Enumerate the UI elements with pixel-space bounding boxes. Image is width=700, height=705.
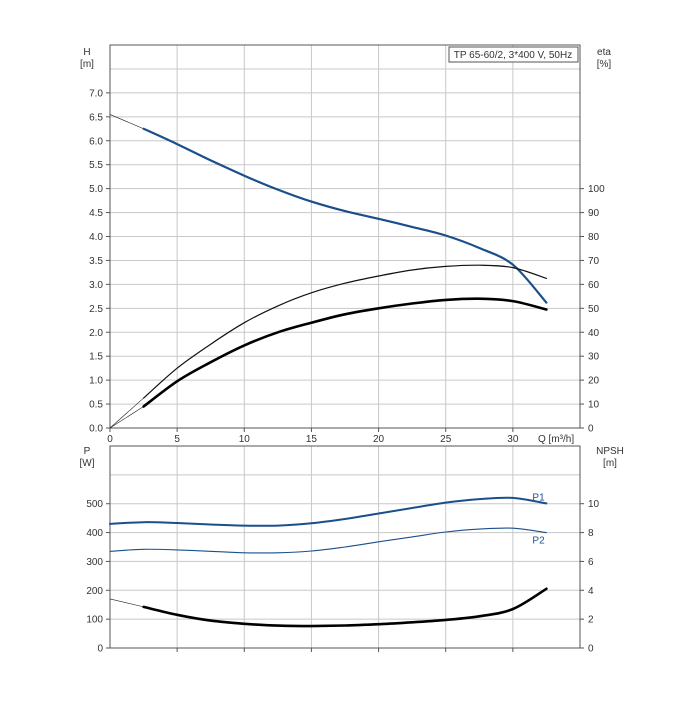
top-left-tick-label: 2.5 [89,304,103,315]
top-left-tick-label: 4.0 [89,232,103,243]
top-reference-line [109,397,144,429]
bottom-plot-frame [109,445,581,649]
top-right-tick-label: 30 [588,352,600,363]
top-x-tick-label: 5 [174,434,180,445]
top-grid [110,45,580,428]
bottom-left-axis-label: P [84,446,91,457]
bottom-reference-line [109,598,144,608]
top-x-tick-label: 25 [440,434,452,445]
series-label-p2: P2 [532,536,545,547]
title-box-text: TP 65-60/2, 3*400 V, 50Hz [454,50,572,61]
top-left-tick-label: 6.0 [89,136,103,147]
top-x-tick-label: 0 [107,434,113,445]
bottom-left-tick-label: 300 [86,557,103,568]
top-left-tick-label: 3.0 [89,280,103,291]
top-reference-line [109,114,144,130]
bottom-left-axis-unit: [W] [80,458,95,469]
top-left-tick-label: 5.0 [89,184,103,195]
top-right-tick-label: 20 [588,376,600,387]
bottom-left-tick-label: 500 [86,499,103,510]
top-right-tick-label: 100 [588,184,605,195]
top-right-axis-label: eta [597,47,611,58]
bottom-left-tick-label: 200 [86,586,103,597]
series-label-p1: P1 [532,492,545,503]
top-x-tick-label: 15 [306,434,318,445]
top-left-tick-label: 3.5 [89,256,103,267]
top-left-tick-label: 4.5 [89,208,103,219]
top-left-tick-label: 5.5 [89,160,103,171]
top-reference-line [109,406,144,429]
top-right-tick-label: 80 [588,232,600,243]
bottom-series-p1 [109,496,548,527]
title-box [448,46,579,63]
bottom-right-tick-label: 2 [588,615,594,626]
top-right-tick-label: 10 [588,400,600,411]
bottom-right-axis-unit: [m] [603,458,617,469]
bottom-left-tick-label: 400 [86,528,103,539]
bottom-right-tick-label: 10 [588,499,600,510]
top-right-tick-label: 70 [588,256,600,267]
top-series-eta-thin [143,264,547,399]
top-plot: H [m] eta [%] 0.0 0.5 1.0 1.5 2.0 2.5 3.0 3.5 4.… [80,44,612,445]
top-left-tick-label: 1.0 [89,376,103,387]
bottom-left-tick-label: 0 [97,644,103,655]
top-right-tick-label: 40 [588,328,600,339]
top-x-axis-label: Q [m³/h] [538,434,574,445]
top-right-tick-label: 50 [588,304,600,315]
top-right-tick-label: 0 [588,424,594,435]
bottom-series-p2 [109,527,547,554]
top-x-tick-label: 30 [507,434,519,445]
top-right-tick-label: 90 [588,208,600,219]
top-left-tick-label: 1.5 [89,352,103,363]
top-left-tick-label: 0.5 [89,400,103,411]
top-left-tick-label: 6.5 [89,112,103,123]
top-right-tick-label: 60 [588,280,600,291]
bottom-right-tick-label: 8 [588,528,594,539]
bottom-right-tick-label: 6 [588,557,594,568]
bottom-plot: P [W] NPSH [m] 0 100 200 300 400 500 0 2 4 6 8 10 P1… [80,445,624,655]
top-left-tick-label: 2.0 [89,328,103,339]
bottom-series-npsh [142,587,548,628]
top-left-tick-label: 0.0 [89,424,103,435]
bottom-right-axis-label: NPSH [596,446,624,457]
bottom-right-tick-label: 0 [588,644,594,655]
top-x-tick-label: 20 [373,434,385,445]
top-left-axis-label: H [83,47,90,58]
bottom-right-tick-label: 4 [588,586,594,597]
top-left-tick-label: 7.0 [89,88,103,99]
top-series-eta-thick [142,297,548,408]
top-x-tick-label: 10 [239,434,251,445]
top-right-axis-unit: [%] [597,59,612,70]
top-series-h [142,127,548,304]
top-left-axis-unit: [m] [80,59,94,70]
bottom-left-tick-label: 100 [86,615,103,626]
